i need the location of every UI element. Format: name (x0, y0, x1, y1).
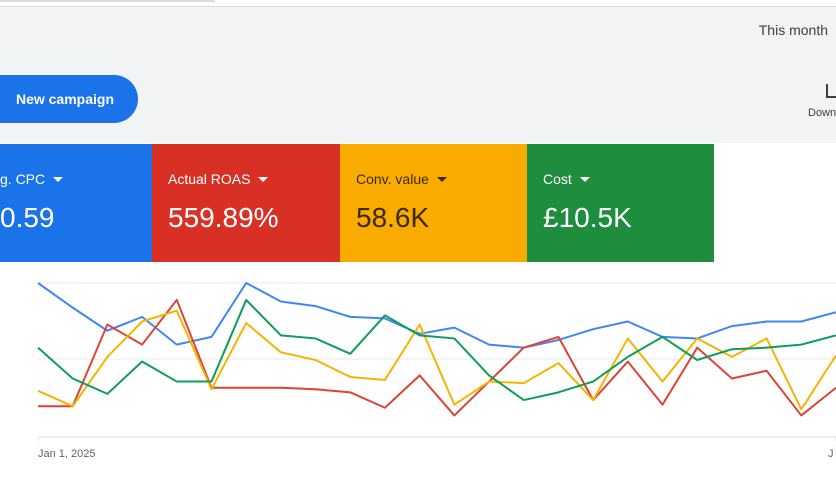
metric-card[interactable]: g. CPC 0.59 (0, 144, 152, 262)
chart: Jan 1, 2025 J (37, 282, 836, 460)
download-button[interactable]: Down (808, 107, 836, 119)
series-line (38, 298, 836, 417)
x-tick-label: J (828, 448, 834, 460)
download-icon[interactable] (826, 84, 836, 98)
new-campaign-button[interactable]: New campaign (0, 75, 138, 123)
metric-value: 0.59 (0, 202, 55, 233)
metric-label[interactable]: Actual ROAS (168, 171, 268, 187)
series-line (37, 309, 836, 411)
metric-card[interactable]: Cost £10.5K (527, 144, 714, 262)
metric-value: 58.6K (356, 202, 430, 233)
metric-value: £10.5K (543, 202, 632, 233)
search-field[interactable] (0, 0, 215, 2)
metric-label[interactable]: g. CPC (0, 171, 63, 187)
top-bar (0, 0, 836, 7)
date-range[interactable]: This month (758, 22, 828, 38)
x-tick-label: Jan 1, 2025 (38, 448, 96, 460)
metric-label[interactable]: Cost (543, 171, 590, 187)
metric-card[interactable]: Actual ROAS 559.89% (152, 144, 340, 262)
metric-card[interactable]: Conv. value 58.6K (340, 144, 527, 262)
header-area (0, 0, 836, 143)
metric-value: 559.89% (168, 202, 279, 233)
metric-label[interactable]: Conv. value (356, 171, 447, 187)
series-line (37, 298, 836, 402)
series-line (37, 282, 836, 349)
